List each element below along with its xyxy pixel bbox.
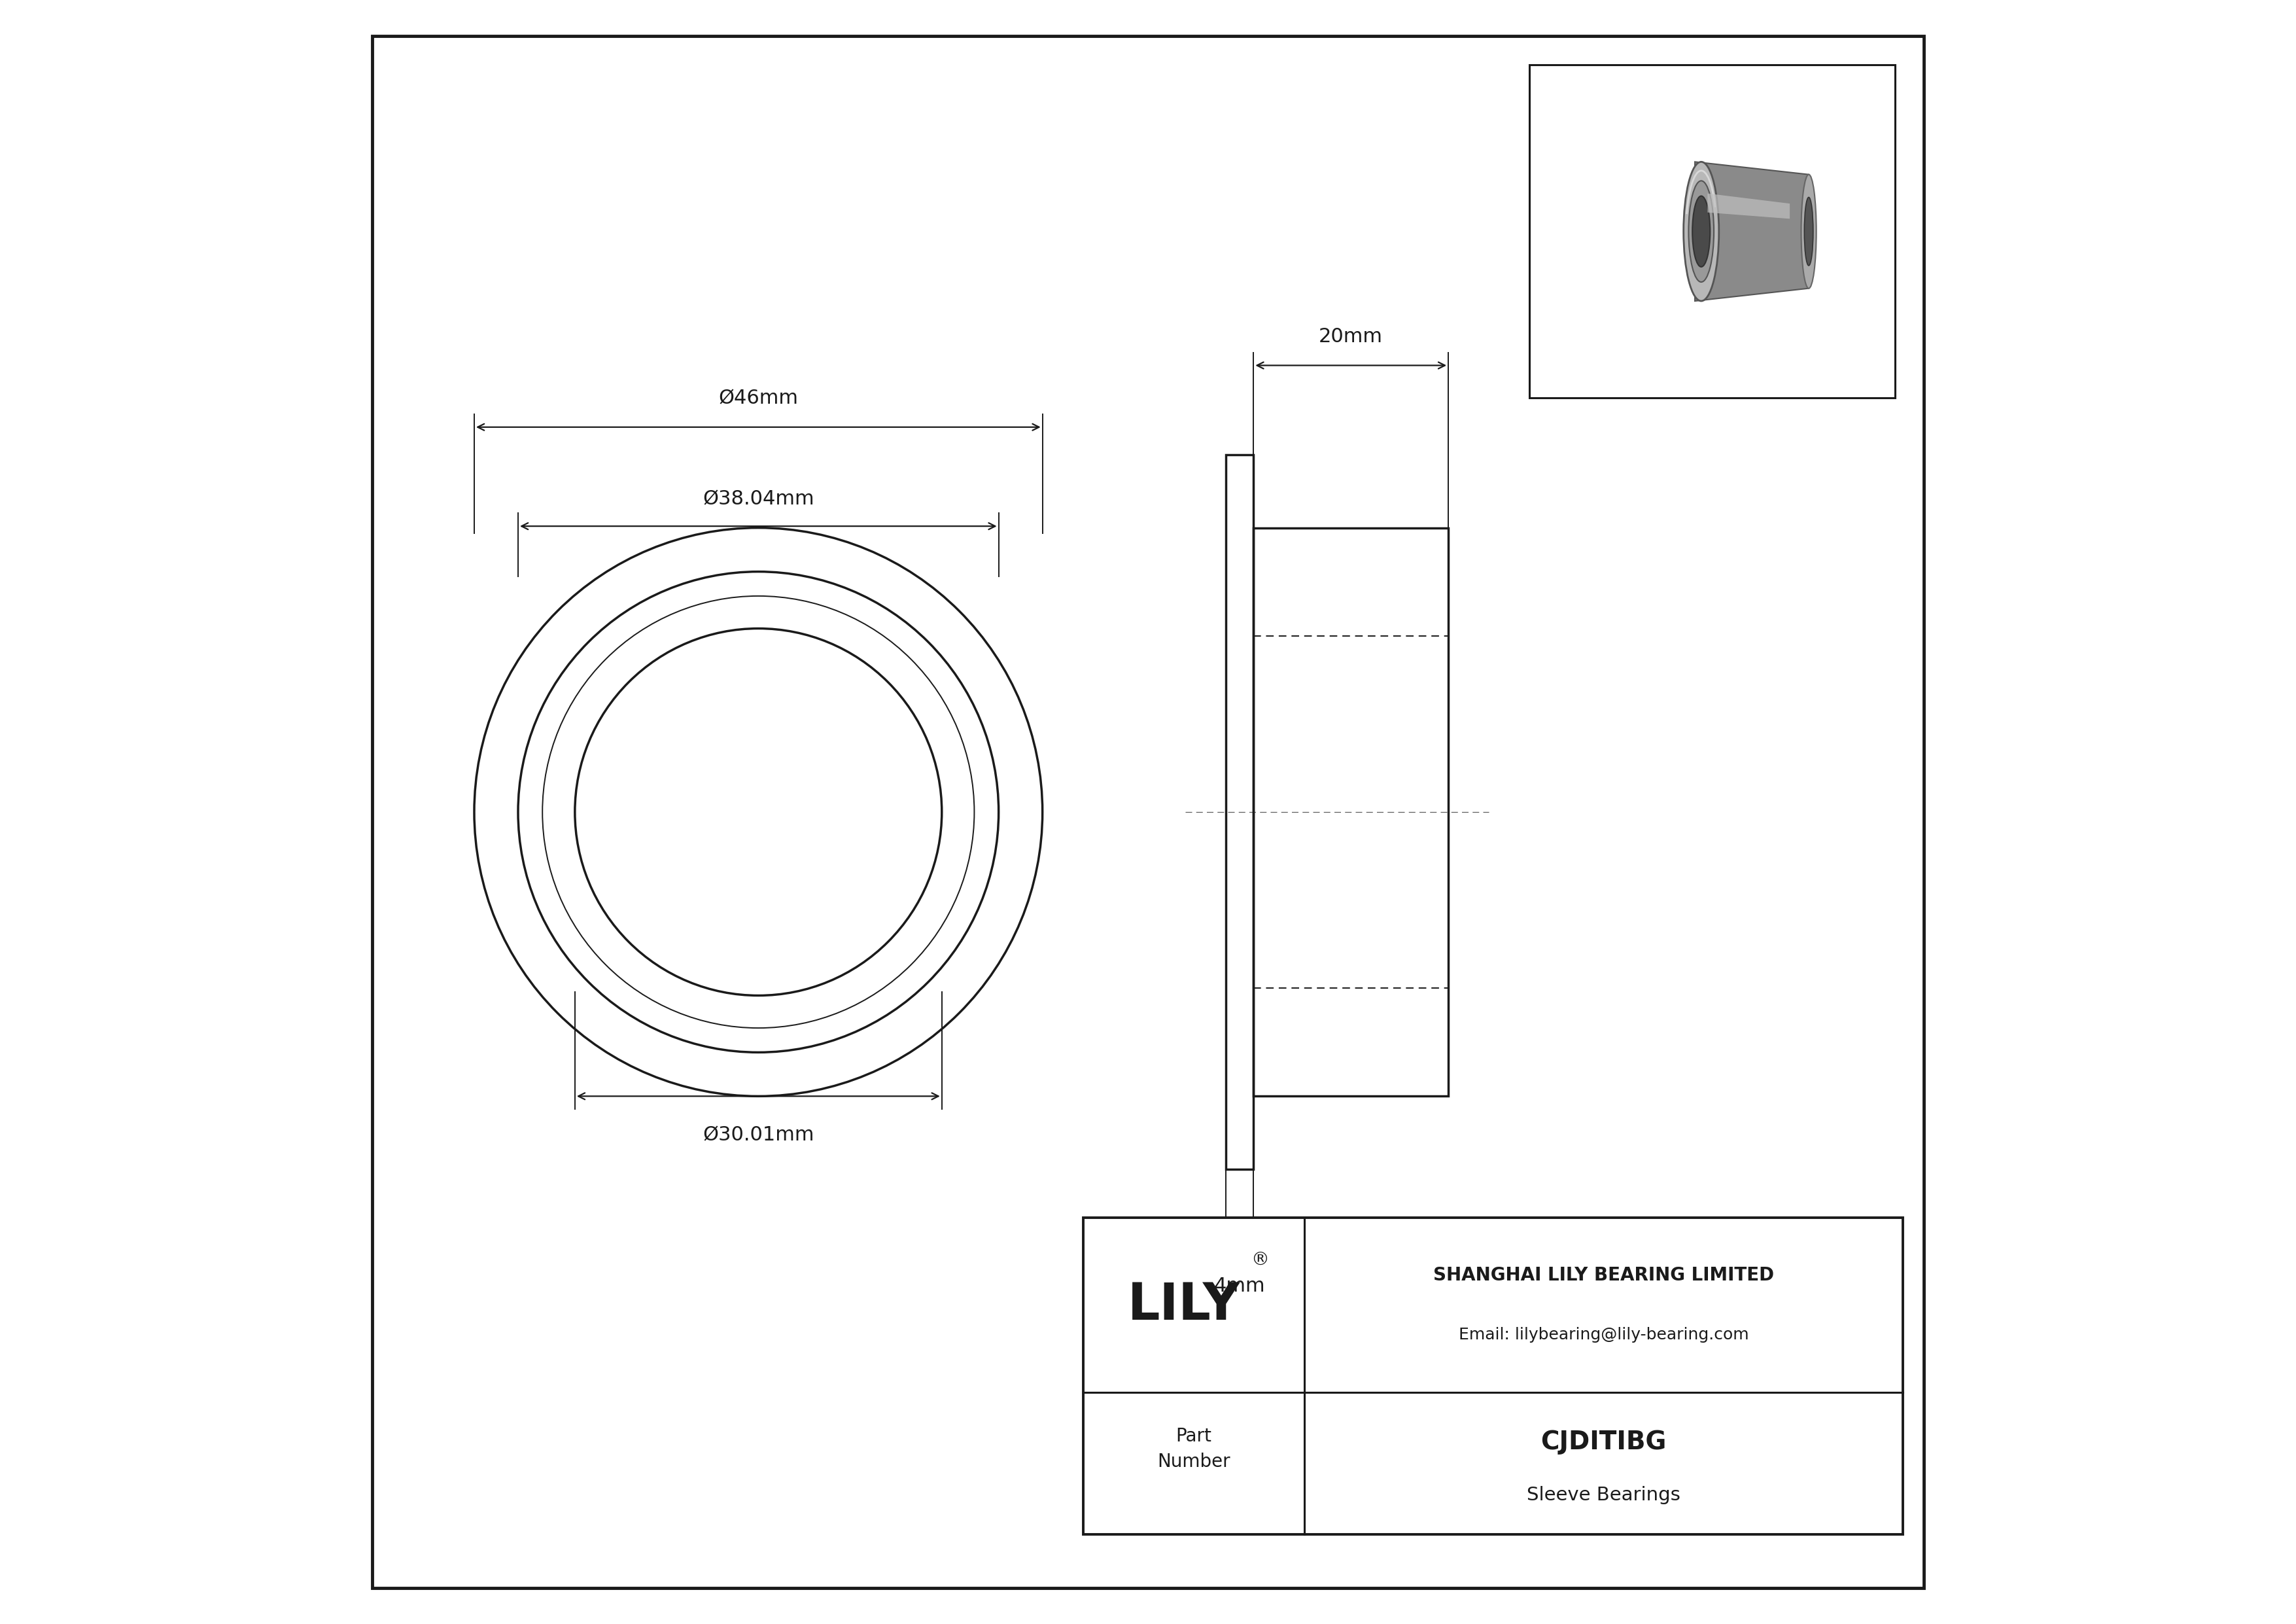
Ellipse shape	[1683, 162, 1720, 300]
Text: SHANGHAI LILY BEARING LIMITED: SHANGHAI LILY BEARING LIMITED	[1433, 1267, 1775, 1285]
Text: Ø46mm: Ø46mm	[719, 388, 799, 408]
Ellipse shape	[1805, 197, 1814, 266]
Bar	[1084, 1218, 1903, 1535]
Ellipse shape	[1692, 197, 1711, 266]
Text: LILY: LILY	[1127, 1280, 1240, 1330]
Bar	[1529, 65, 1894, 398]
Polygon shape	[1708, 193, 1791, 219]
Text: Ø30.01mm: Ø30.01mm	[703, 1125, 815, 1145]
Bar	[1226, 455, 1254, 1169]
Text: Part
Number: Part Number	[1157, 1427, 1231, 1471]
Text: ®: ®	[1251, 1250, 1270, 1268]
Text: 4mm: 4mm	[1215, 1276, 1265, 1296]
Text: Sleeve Bearings: Sleeve Bearings	[1527, 1486, 1681, 1504]
Text: Ø38.04mm: Ø38.04mm	[703, 490, 815, 508]
Text: Email: lilybearing@lily-bearing.com: Email: lilybearing@lily-bearing.com	[1458, 1327, 1750, 1343]
Text: CJDITIBG: CJDITIBG	[1541, 1429, 1667, 1455]
Ellipse shape	[1688, 180, 1713, 283]
Bar	[1254, 528, 1449, 1096]
Ellipse shape	[1800, 174, 1816, 289]
Polygon shape	[1694, 162, 1809, 300]
Text: 20mm: 20mm	[1318, 326, 1382, 346]
